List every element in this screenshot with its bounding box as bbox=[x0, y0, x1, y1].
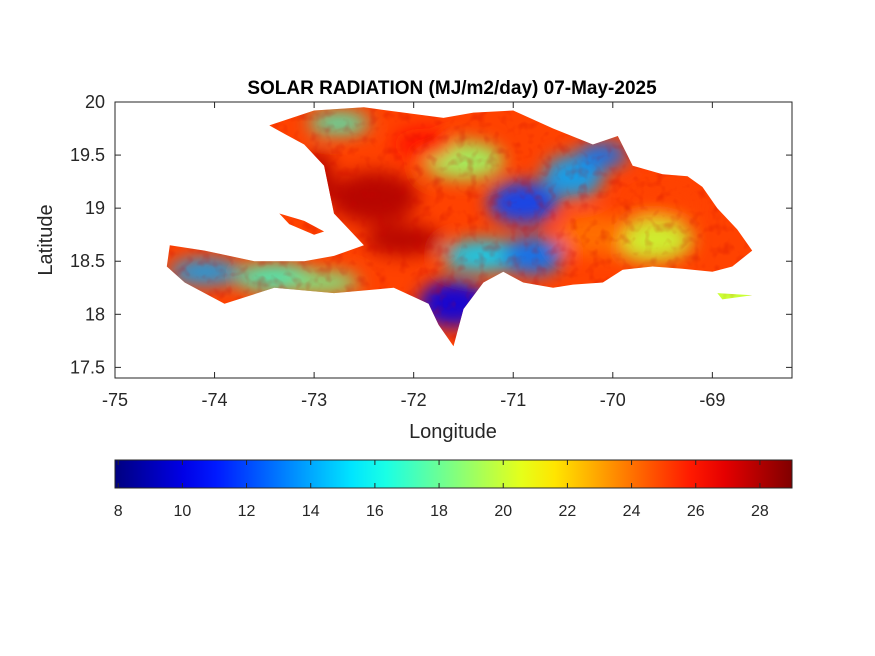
colorbar-ticks: 8 10 12 14 16 18 20 22 24 26 28 bbox=[114, 460, 769, 520]
y-tick-label: 18 bbox=[85, 304, 105, 324]
colorbar-tick-label: 28 bbox=[751, 503, 769, 520]
x-axis-label: Longitude bbox=[409, 421, 497, 443]
y-axis-label: Latitude bbox=[35, 204, 57, 275]
axes-box bbox=[114, 101, 793, 379]
y-tick-label: 19 bbox=[85, 198, 105, 218]
x-axis-ticks: -75 -74 -73 -72 -71 -70 -69 bbox=[102, 102, 725, 410]
colorbar-tick-label: 14 bbox=[302, 503, 320, 520]
x-tick-label: -74 bbox=[202, 390, 228, 410]
y-tick-label: 17.5 bbox=[70, 357, 105, 377]
colorbar-strip bbox=[114, 459, 793, 489]
colorbar-tick-label: 12 bbox=[238, 503, 256, 520]
y-axis-ticks: 17.5 18 18.5 19 19.5 20 bbox=[70, 92, 792, 377]
x-tick-label: -70 bbox=[600, 390, 626, 410]
colorbar: 8 10 12 14 16 18 20 22 24 26 28 bbox=[114, 459, 793, 520]
x-tick-label: -72 bbox=[401, 390, 427, 410]
colorbar-tick-label: 16 bbox=[366, 503, 384, 520]
x-tick-label: -69 bbox=[699, 390, 725, 410]
colorbar-tick-label: 24 bbox=[623, 503, 641, 520]
chart-title: SOLAR RADIATION (MJ/m2/day) 07-May-2025 bbox=[247, 78, 657, 99]
x-tick-label: -73 bbox=[301, 390, 327, 410]
y-tick-label: 19.5 bbox=[70, 145, 105, 165]
y-tick-label: 18.5 bbox=[70, 251, 105, 271]
colorbar-tick-label: 8 bbox=[114, 503, 123, 520]
colorbar-tick-label: 18 bbox=[430, 503, 448, 520]
colorbar-tick-label: 10 bbox=[173, 503, 191, 520]
x-tick-label: -71 bbox=[500, 390, 526, 410]
y-tick-label: 20 bbox=[85, 92, 105, 112]
colorbar-tick-label: 26 bbox=[687, 503, 705, 520]
colorbar-tick-label: 22 bbox=[559, 503, 577, 520]
colorbar-tick-label: 20 bbox=[494, 503, 512, 520]
x-tick-label: -75 bbox=[102, 390, 128, 410]
